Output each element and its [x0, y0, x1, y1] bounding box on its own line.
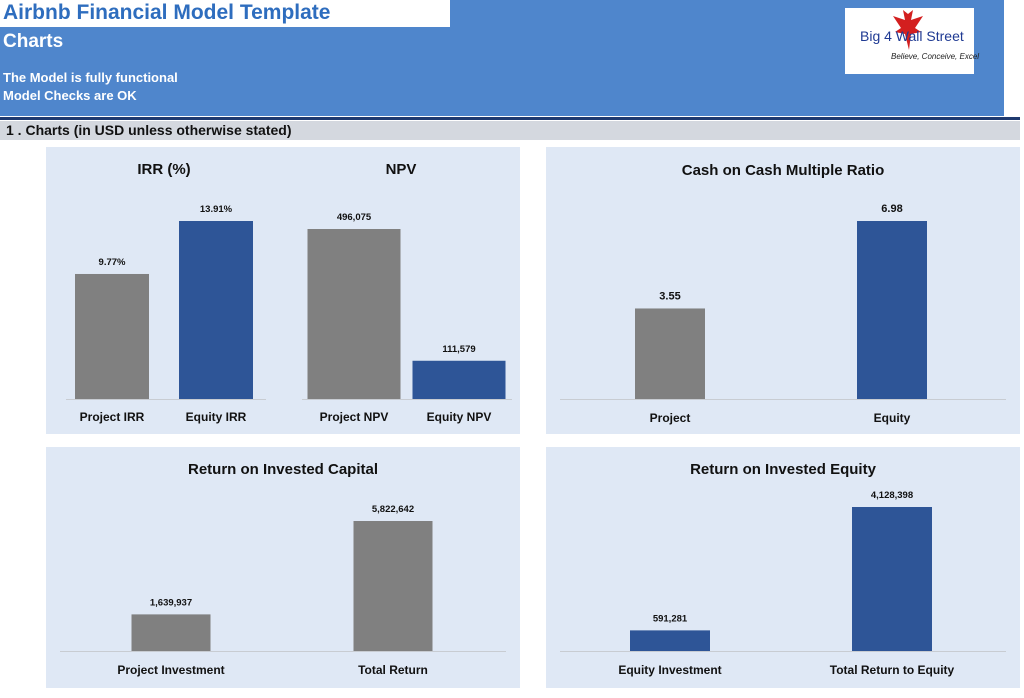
data-label: 5,822,642	[372, 504, 414, 515]
category-label: Project IRR	[80, 410, 145, 424]
chart-title: Return on Invested Capital	[188, 461, 378, 478]
irr-npv-chart-svg: IRR (%) 9.77% Project IRR 13.91% Equity IRR N…	[66, 161, 512, 424]
category-label: Project NPV	[320, 410, 389, 424]
sheet-title: Charts	[3, 31, 64, 52]
data-label: 9.77%	[99, 257, 126, 268]
chart-bar	[412, 360, 506, 399]
chart-title: Cash on Cash Multiple Ratio	[682, 162, 885, 179]
section-title: 1 . Charts (in USD unless otherwise stat…	[6, 122, 292, 138]
chart-bar	[131, 614, 211, 651]
data-label: 496,075	[337, 212, 372, 223]
cash-on-cash-chart-panel: Cash on Cash Multiple Ratio 3.55 Project 6.…	[546, 147, 1020, 434]
company-logo: Big 4 Wall Street Believe, Conceive, Exc…	[845, 8, 979, 74]
chart-bar	[630, 630, 710, 651]
category-label: Equity NPV	[427, 410, 492, 424]
data-label: 6.98	[881, 203, 902, 215]
roie-chart-svg: Return on Invested Equity 591,281 Equity I…	[560, 461, 1006, 677]
title-box: Airbnb Financial Model Template	[0, 0, 450, 27]
chart-bar	[353, 521, 433, 651]
model-status-functional: The Model is fully functional	[3, 70, 178, 85]
category-label: Equity	[874, 411, 911, 425]
chart-bar	[179, 221, 253, 399]
chart-bar	[307, 229, 401, 399]
cash-on-cash-chart-svg: Cash on Cash Multiple Ratio 3.55 Project 6.…	[560, 162, 1006, 425]
header-banner: Airbnb Financial Model Template Charts T…	[0, 0, 1004, 116]
logo-tagline: Believe, Conceive, Excel	[891, 52, 980, 61]
category-label: Equity Investment	[618, 663, 721, 677]
chart-bar	[635, 308, 705, 399]
app-title: Airbnb Financial Model Template	[3, 1, 331, 24]
section-bar: 1 . Charts (in USD unless otherwise stat…	[0, 121, 1020, 140]
divider-line	[0, 117, 1020, 120]
data-label: 3.55	[659, 290, 680, 302]
category-label: Project Investment	[117, 663, 224, 677]
category-label: Project	[650, 411, 691, 425]
model-status-checks: Model Checks are OK	[3, 88, 137, 103]
chart-title: Return on Invested Equity	[690, 461, 877, 478]
irr-npv-chart-panel: IRR (%) 9.77% Project IRR 13.91% Equity IRR N…	[46, 147, 520, 434]
chart-bar	[857, 221, 927, 399]
chart-bar	[75, 273, 149, 399]
chart-title: NPV	[386, 161, 417, 178]
category-label: Equity IRR	[186, 410, 247, 424]
chart-bar	[852, 507, 932, 651]
data-label: 4,128,398	[871, 490, 913, 501]
category-label: Total Return to Equity	[830, 663, 955, 677]
data-label: 591,281	[653, 613, 688, 624]
roic-chart-svg: Return on Invested Capital 1,639,937 Proje…	[60, 461, 506, 677]
logo-text: Big 4 Wall Street	[860, 28, 964, 44]
category-label: Total Return	[358, 663, 428, 677]
chart-title: IRR (%)	[137, 161, 190, 178]
roie-chart-panel: Return on Invested Equity 591,281 Equity I…	[546, 447, 1020, 688]
roic-chart-panel: Return on Invested Capital 1,639,937 Proje…	[46, 447, 520, 688]
data-label: 1,639,937	[150, 597, 192, 608]
data-label: 13.91%	[200, 204, 233, 215]
data-label: 111,579	[442, 344, 475, 355]
eagle-logo-icon	[893, 10, 923, 50]
